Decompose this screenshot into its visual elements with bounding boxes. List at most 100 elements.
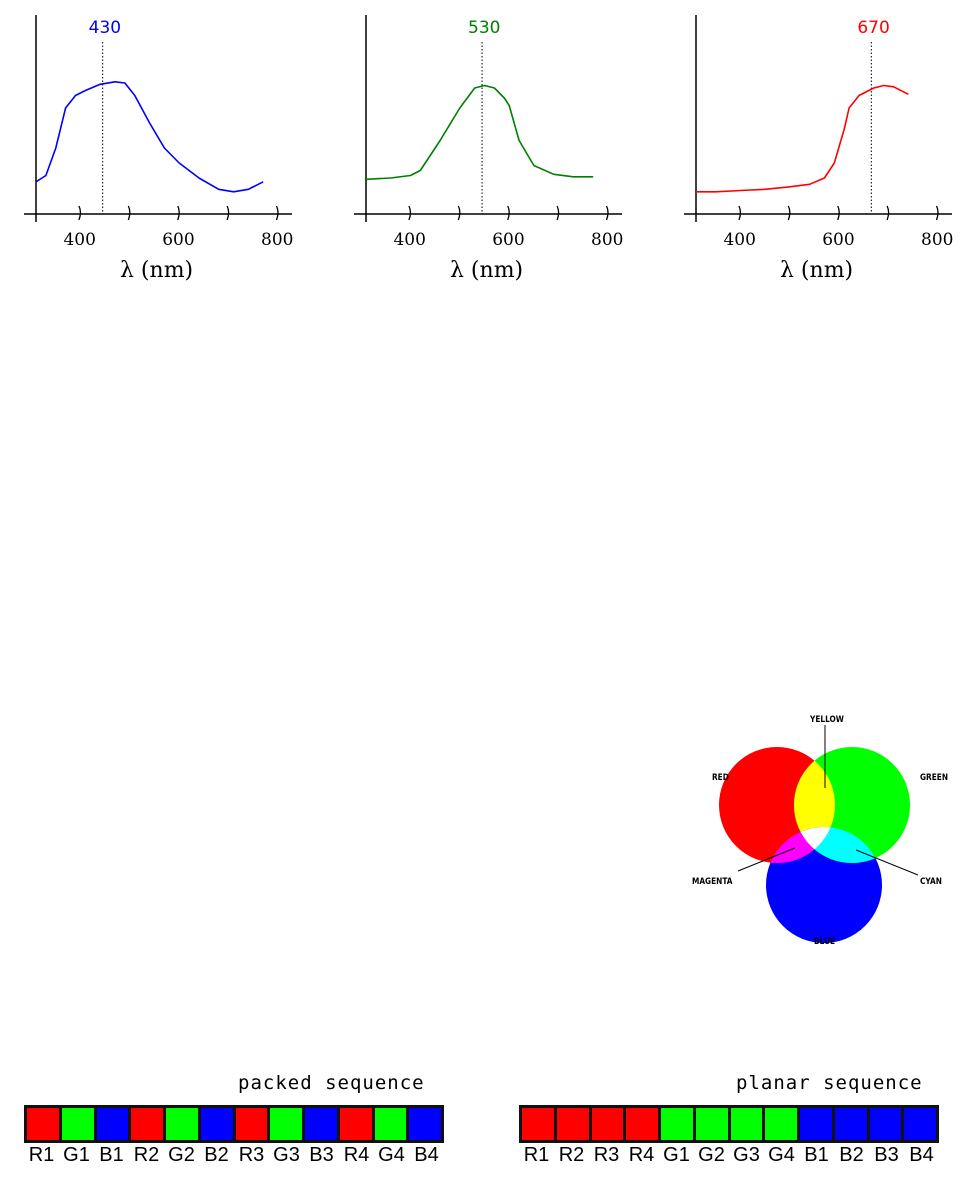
x-tick [226, 205, 230, 221]
sequence-cell-label: B3 [874, 1144, 899, 1166]
sequence-cell-label: G4 [768, 1144, 795, 1166]
blue-chart-svg [24, 15, 292, 222]
red-sensitivity-curve [696, 84, 909, 193]
x-tick [457, 205, 461, 221]
cyan-pointer-line [855, 849, 919, 876]
green-sensitivity-chart: 530 400 600 800 λ (nm) [330, 0, 630, 300]
spectral-sensitivity-charts: 430 400 600 800 λ (nm) 530 400 600 800 λ (nm) 67… [0, 0, 964, 300]
planar-sequence-labels: R1 R2 R3 R4 G1 G2 G3 G4 B1 B2 B3 B4 [519, 1144, 939, 1167]
sequence-cell [339, 1108, 372, 1140]
sequence-cell [904, 1108, 936, 1140]
sequence-cell [556, 1108, 589, 1140]
sequence-cell-label: R4 [343, 1144, 370, 1166]
sequence-cell-label: B2 [839, 1144, 864, 1166]
x-tick [275, 205, 279, 221]
x-tick [408, 205, 412, 221]
packed-sequence-labels: R1 G1 B1 R2 G2 B2 R3 G3 B3 R4 G4 B4 [24, 1144, 444, 1167]
sequence-cell [235, 1108, 268, 1140]
sequence-cell [869, 1108, 902, 1140]
sequence-cell-label: B2 [204, 1144, 229, 1166]
packed-sequence-bar [24, 1105, 444, 1143]
sequence-cell [409, 1108, 441, 1140]
x-tick [886, 205, 890, 221]
x-tick [935, 205, 939, 221]
blue-sensitivity-chart: 430 400 600 800 λ (nm) [0, 0, 300, 300]
label-blue: BLUE [814, 937, 836, 947]
sequence-cell [834, 1108, 867, 1140]
sequence-cell-label: B1 [804, 1144, 829, 1166]
sequence-cell [591, 1108, 624, 1140]
sequence-cell [522, 1108, 554, 1140]
sequence-cell [131, 1108, 163, 1140]
sequence-cell [800, 1108, 832, 1140]
sequence-cell-label: B4 [414, 1144, 439, 1166]
sequence-cell [730, 1108, 763, 1140]
planar-sequence-bar [519, 1105, 939, 1143]
x-tick-label: 600 [822, 230, 855, 250]
sequence-cell-label: R2 [133, 1144, 160, 1166]
label-magenta: MAGENTA [692, 877, 733, 887]
label-cyan: CYAN [920, 877, 942, 887]
label-green: GREEN [920, 773, 949, 783]
x-tick [177, 205, 180, 221]
sequence-cell [200, 1108, 233, 1140]
label-yellow: YELLOW [810, 715, 844, 725]
x-axis-title: λ (nm) [450, 258, 524, 283]
peak-label: 430 [88, 18, 122, 38]
packed-sequence-title: packed sequence [238, 1072, 425, 1094]
sequence-cell [96, 1108, 129, 1140]
x-axis-title: λ (nm) [780, 258, 854, 283]
sequence-cell-label: B4 [909, 1144, 934, 1166]
x-tick [738, 205, 742, 221]
magenta-pointer-line [737, 847, 796, 872]
x-axis-title: λ (nm) [120, 258, 194, 283]
x-tick-label: 400 [393, 230, 426, 250]
sequence-cell-label: R3 [593, 1144, 620, 1166]
sequence-cell-label: R2 [558, 1144, 585, 1166]
x-tick [127, 205, 131, 221]
sequence-cell-label: G3 [273, 1144, 300, 1166]
sequence-cell [305, 1108, 337, 1140]
x-tick-label: 400 [723, 230, 756, 250]
magenta-overlap [766, 827, 835, 863]
x-tick-label: 800 [261, 230, 294, 250]
red-chart-svg [684, 15, 952, 222]
sequence-cell [374, 1108, 407, 1140]
green-chart-svg [354, 15, 622, 222]
label-red: RED [712, 773, 729, 783]
x-tick-label: 600 [162, 230, 195, 250]
peak-label: 530 [468, 18, 501, 38]
sequence-cell-label: G3 [733, 1144, 760, 1166]
sequence-cell [626, 1108, 658, 1140]
x-tick [787, 205, 791, 221]
sequence-cell [765, 1108, 797, 1140]
sequence-cell [166, 1108, 198, 1140]
x-tick [507, 205, 510, 221]
x-tick [556, 205, 560, 221]
planar-sequence-title: planar sequence [736, 1072, 923, 1094]
sequence-cell [661, 1108, 693, 1140]
sequence-cell-label: R1 [28, 1144, 55, 1166]
x-tick [837, 205, 840, 221]
sequence-cell-label: R1 [523, 1144, 550, 1166]
sequence-cell-label: B1 [99, 1144, 124, 1166]
peak-label: 670 [857, 18, 890, 38]
red-sensitivity-chart: 670 400 600 800 λ (nm) [660, 0, 960, 300]
sequence-cell-label: G4 [378, 1144, 405, 1166]
sequence-cell [61, 1108, 94, 1140]
sequence-cell-label: G2 [698, 1144, 725, 1166]
x-tick-label: 800 [591, 230, 624, 250]
x-tick-label: 800 [921, 230, 954, 250]
x-tick [605, 205, 609, 221]
sequence-cell-label: R4 [628, 1144, 655, 1166]
green-sensitivity-curve [365, 84, 594, 181]
x-tick-label: 400 [63, 230, 96, 250]
sequence-cell-label: G2 [168, 1144, 195, 1166]
x-tick-label: 600 [492, 230, 525, 250]
venn-graphic [719, 725, 919, 943]
sequence-cell [695, 1108, 728, 1140]
sequence-cell-label: G1 [63, 1144, 90, 1166]
sequence-cell-label: R3 [238, 1144, 265, 1166]
sequence-cell [27, 1108, 59, 1140]
sequence-cell-label: G1 [663, 1144, 690, 1166]
